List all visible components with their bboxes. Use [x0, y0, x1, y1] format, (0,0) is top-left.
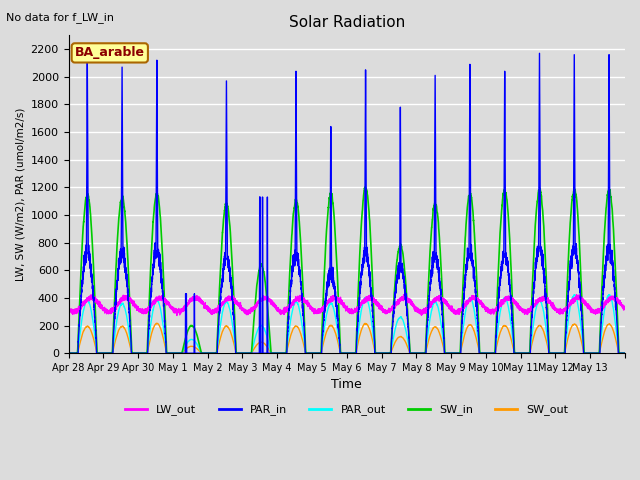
PAR_out — [209, 350, 216, 356]
SW_out — [621, 350, 629, 356]
LW_out — [65, 304, 72, 310]
SW_in — [314, 350, 322, 356]
PAR_out — [621, 350, 629, 356]
PAR_out — [84, 298, 92, 304]
SW_in — [84, 192, 92, 198]
PAR_out — [483, 350, 490, 356]
SW_out — [209, 350, 217, 356]
PAR_in — [84, 221, 92, 227]
PAR_in — [621, 350, 629, 356]
Line: PAR_out: PAR_out — [68, 295, 625, 353]
PAR_out — [65, 350, 72, 356]
PAR_in — [209, 350, 216, 356]
SW_in — [362, 184, 369, 190]
SW_in — [65, 350, 72, 356]
PAR_out — [314, 350, 322, 356]
Line: PAR_in: PAR_in — [68, 53, 625, 353]
Line: SW_in: SW_in — [68, 187, 625, 353]
Legend: LW_out, PAR_in, PAR_out, SW_in, SW_out: LW_out, PAR_in, PAR_out, SW_in, SW_out — [121, 400, 573, 420]
Line: LW_out: LW_out — [68, 294, 625, 315]
PAR_out — [517, 350, 525, 356]
Text: No data for f_LW_in: No data for f_LW_in — [6, 12, 115, 23]
LW_out — [550, 306, 557, 312]
SW_out — [170, 350, 177, 356]
PAR_in — [483, 350, 490, 356]
SW_out — [483, 350, 490, 356]
LW_out — [236, 303, 243, 309]
Y-axis label: LW, SW (W/m2), PAR (umol/m2/s): LW, SW (W/m2), PAR (umol/m2/s) — [15, 108, 25, 281]
SW_in — [483, 350, 490, 356]
SW_in — [550, 350, 557, 356]
LW_out — [332, 291, 339, 297]
PAR_in — [65, 350, 72, 356]
LW_out — [314, 306, 322, 312]
PAR_out — [605, 292, 613, 298]
PAR_in — [236, 350, 243, 356]
SW_out — [65, 350, 72, 356]
SW_out — [154, 321, 161, 326]
X-axis label: Time: Time — [332, 378, 362, 392]
LW_out — [84, 296, 92, 301]
LW_out — [173, 312, 180, 318]
Title: Solar Radiation: Solar Radiation — [289, 15, 405, 30]
SW_in — [483, 350, 490, 356]
SW_out — [84, 324, 92, 329]
Text: BA_arable: BA_arable — [75, 47, 145, 60]
LW_out — [621, 305, 629, 311]
SW_in — [621, 350, 629, 356]
PAR_out — [550, 350, 557, 356]
SW_out — [236, 350, 243, 356]
SW_out — [314, 350, 322, 356]
PAR_in — [550, 350, 557, 356]
SW_in — [209, 350, 216, 356]
PAR_in — [314, 350, 322, 356]
LW_out — [209, 307, 217, 312]
Line: SW_out: SW_out — [68, 324, 625, 353]
LW_out — [483, 307, 490, 312]
PAR_out — [236, 350, 243, 356]
SW_out — [550, 350, 557, 356]
SW_in — [236, 350, 243, 356]
PAR_in — [536, 50, 543, 56]
